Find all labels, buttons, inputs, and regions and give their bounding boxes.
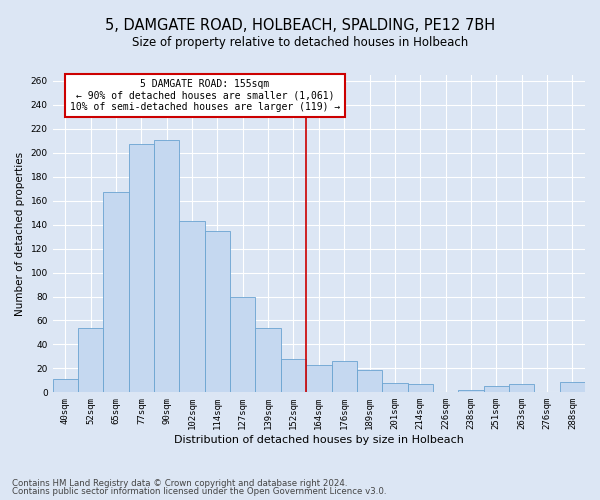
Text: Size of property relative to detached houses in Holbeach: Size of property relative to detached ho… — [132, 36, 468, 49]
Bar — [53, 379, 78, 392]
Bar — [154, 140, 179, 392]
Bar — [509, 384, 535, 392]
Bar — [484, 386, 509, 392]
Bar — [256, 328, 281, 392]
Bar — [407, 384, 433, 392]
Text: Contains public sector information licensed under the Open Government Licence v3: Contains public sector information licen… — [12, 487, 386, 496]
Bar — [103, 192, 129, 392]
Bar — [332, 361, 357, 392]
X-axis label: Distribution of detached houses by size in Holbeach: Distribution of detached houses by size … — [174, 435, 464, 445]
Text: 5 DAMGATE ROAD: 155sqm
← 90% of detached houses are smaller (1,061)
10% of semi-: 5 DAMGATE ROAD: 155sqm ← 90% of detached… — [70, 78, 340, 112]
Y-axis label: Number of detached properties: Number of detached properties — [15, 152, 25, 316]
Bar — [129, 144, 154, 392]
Text: Contains HM Land Registry data © Crown copyright and database right 2024.: Contains HM Land Registry data © Crown c… — [12, 478, 347, 488]
Bar — [382, 383, 407, 392]
Bar — [230, 296, 256, 392]
Bar — [458, 390, 484, 392]
Bar — [205, 230, 230, 392]
Text: 5, DAMGATE ROAD, HOLBEACH, SPALDING, PE12 7BH: 5, DAMGATE ROAD, HOLBEACH, SPALDING, PE1… — [105, 18, 495, 32]
Bar — [78, 328, 103, 392]
Bar — [179, 221, 205, 392]
Bar — [560, 382, 585, 392]
Bar — [281, 359, 306, 392]
Bar — [306, 365, 332, 392]
Bar — [357, 370, 382, 392]
